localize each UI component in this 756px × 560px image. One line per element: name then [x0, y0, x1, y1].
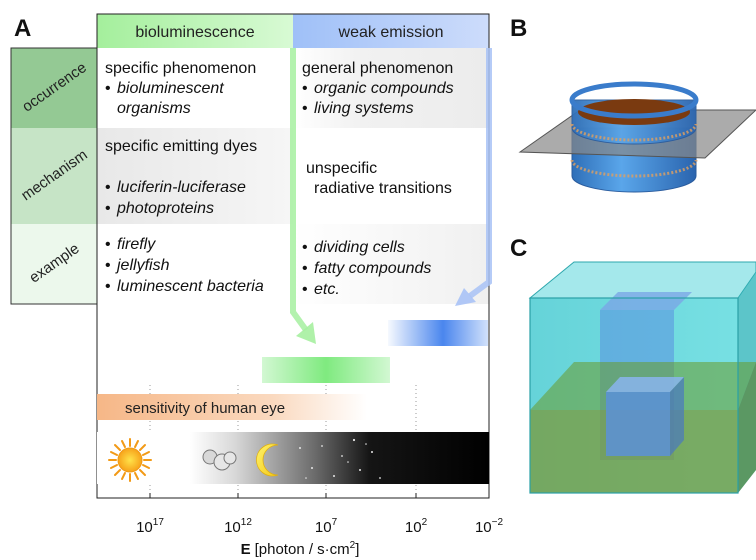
mechanism-bio-bullet-1: • — [105, 179, 111, 196]
example-bio-bullet-2: • — [105, 257, 111, 274]
bioluminescence-header: bioluminescence — [135, 24, 254, 41]
occurrence-weak-bullet-2: • — [302, 100, 308, 117]
occurrence-weak-item-2: living systems — [314, 100, 414, 117]
cloud-icon — [202, 449, 237, 471]
mechanism-bio-main: specific emitting dyes — [105, 138, 257, 155]
example-bio-bullet-1: • — [105, 236, 111, 253]
tick-label-4: 102 — [405, 517, 428, 536]
eye-sensitivity-bar — [97, 394, 367, 420]
occurrence-tab — [11, 48, 97, 128]
bioluminescence-band — [262, 357, 390, 383]
tick-label-5: 10−2 — [475, 517, 504, 536]
occurrence-bio-main: specific phenomenon — [105, 60, 256, 77]
panel-c-illustration — [528, 261, 756, 494]
weak-arrow — [455, 48, 492, 306]
day-night-strip — [190, 432, 489, 484]
mechanism-tab — [11, 128, 97, 224]
sun-icon — [108, 438, 152, 482]
example-bio-bullet-3: • — [105, 278, 111, 295]
example-bio-item-2: jellyfish — [115, 257, 170, 274]
x-axis-label: E [photon / s·cm2] — [241, 540, 360, 558]
x-axis-ticks — [149, 493, 490, 498]
occurrence-weak-cell — [293, 48, 489, 128]
occurrence-bio-bullet: • — [105, 80, 111, 97]
mechanism-weak-line-1: unspecific — [306, 160, 377, 177]
weak-emission-band — [388, 320, 488, 346]
example-weak-bullet-3: • — [302, 281, 308, 298]
example-weak-item-2: fatty compounds — [314, 260, 431, 277]
mechanism-bio-cell — [97, 128, 293, 224]
tick-label-3: 107 — [315, 517, 338, 536]
row-tabs-outline — [10, 47, 97, 305]
moon-icon — [256, 443, 279, 477]
panel-b-illustration — [518, 81, 756, 193]
occurrence-weak-main: general phenomenon — [302, 60, 453, 77]
occurrence-bio-item-2: organisms — [117, 100, 191, 117]
example-bio-item-3: luminescent bacteria — [117, 278, 264, 295]
bioluminescence-header-bg — [97, 14, 293, 48]
example-weak-item-1: dividing cells — [314, 239, 405, 256]
bio-arrow — [290, 48, 316, 344]
occurrence-weak-item-1: organic compounds — [314, 80, 454, 97]
stars-icon — [299, 438, 381, 479]
mechanism-bio-bullet-2: • — [105, 200, 111, 217]
weak-emission-header-bg — [293, 14, 489, 48]
example-weak-cell — [293, 224, 489, 304]
mechanism-bio-item-2: photoproteins — [116, 200, 214, 217]
tick-label-2: 1012 — [224, 517, 252, 536]
weak-emission-header: weak emission — [338, 24, 444, 41]
example-tab — [11, 224, 97, 304]
panel-label-c: C — [510, 235, 527, 262]
mechanism-bio-item-1: luciferin-luciferase — [117, 179, 246, 196]
occurrence-bio-item-1: bioluminescent — [117, 80, 224, 97]
panel-label-b: B — [510, 15, 527, 42]
example-weak-bullet-2: • — [302, 260, 308, 277]
example-bio-item-1: firefly — [117, 236, 156, 253]
mechanism-weak-line-2: radiative transitions — [314, 180, 452, 197]
tick-label-1: 1017 — [136, 517, 164, 536]
panel-label-a: A — [14, 15, 31, 42]
example-weak-item-3: etc. — [314, 281, 340, 298]
example-weak-bullet-1: • — [302, 239, 308, 256]
eye-sensitivity-label: sensitivity of human eye — [125, 400, 285, 417]
occurrence-weak-bullet-1: • — [302, 80, 308, 97]
